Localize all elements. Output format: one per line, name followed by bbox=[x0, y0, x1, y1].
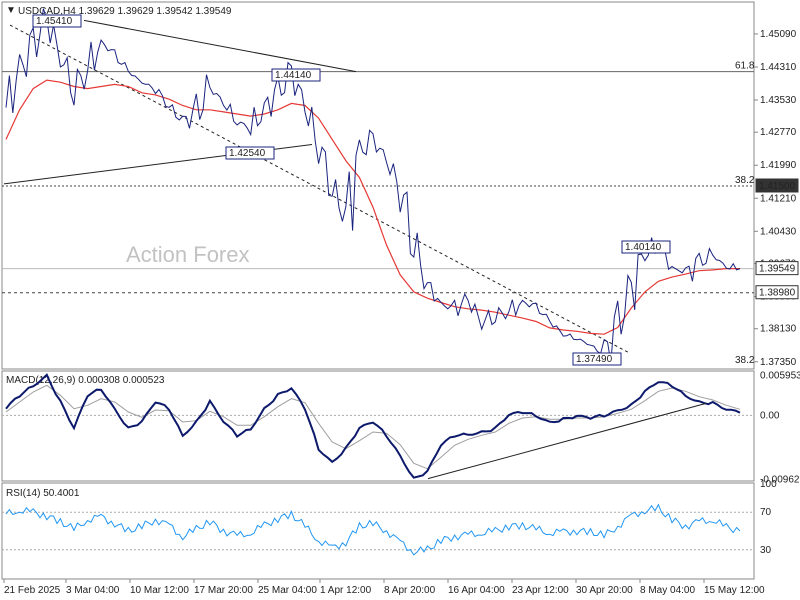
label-high-2: 1.44140 bbox=[275, 70, 312, 81]
rsi-y-tick-label: 100 bbox=[760, 479, 777, 490]
price-y-tick-label: 1.37350 bbox=[760, 357, 797, 368]
x-tick-label: 1 Apr 12:00 bbox=[320, 585, 372, 596]
symbol-header: ▼ USDCAD,H4 1.39629 1.39629 1.39542 1.39… bbox=[6, 5, 232, 17]
x-tick-label: 8 May 04:00 bbox=[640, 585, 695, 596]
macd-main-line bbox=[5, 373, 741, 479]
price-y-tick-label: 1.44310 bbox=[760, 62, 797, 73]
macd-y-tick-label: 0.00 bbox=[760, 410, 780, 421]
label-low-2-box bbox=[572, 352, 622, 366]
x-tick-label: 21 Feb 2025 bbox=[4, 585, 61, 596]
macd-trendline bbox=[427, 402, 707, 480]
price-y-tick-label: 1.41210 bbox=[760, 193, 797, 204]
rsi-panel-frame bbox=[1, 482, 755, 580]
level-1-badge: 1.41500 bbox=[759, 181, 796, 192]
label-high-2-box bbox=[271, 68, 321, 82]
label-high-1: 1.45410 bbox=[36, 16, 73, 27]
macd-y-tick-label: 0.005953 bbox=[760, 371, 800, 382]
x-tick-label: 15 May 12:00 bbox=[704, 585, 765, 596]
moving-average-line bbox=[5, 79, 740, 335]
price-y-tick-label: 1.45090 bbox=[760, 29, 797, 40]
price-y-tick-label: 1.41990 bbox=[760, 160, 797, 171]
x-tick-label: 3 Mar 04:00 bbox=[66, 585, 120, 596]
x-tick-label: 17 Mar 20:00 bbox=[194, 585, 253, 596]
current-price-badge: 1.39549 bbox=[759, 264, 796, 275]
price-y-tick-label: 1.38130 bbox=[760, 324, 797, 335]
macd-y-tick-label: -0.009629 bbox=[760, 475, 800, 486]
rsi-y-tick-label: 70 bbox=[760, 507, 772, 518]
symbol-line: USDCAD,H4 1.39629 1.39629 1.39542 1.3954… bbox=[18, 6, 232, 17]
label-low-1: 1.42540 bbox=[229, 148, 266, 159]
macd-signal-line bbox=[5, 384, 741, 470]
level-2-badge: 1.38980 bbox=[759, 288, 796, 299]
price-y-tick-label: 1.42770 bbox=[760, 127, 797, 138]
label-low-2: 1.37490 bbox=[576, 354, 613, 365]
level-2-badge-box bbox=[755, 285, 799, 300]
dropdown-arrow-icon[interactable]: ▼ bbox=[6, 5, 16, 16]
price-y-tick-label: 1.40430 bbox=[760, 226, 797, 237]
label-high-1-box bbox=[32, 14, 82, 28]
macd-title: MACD(12,26,9) 0.000308 0.000523 bbox=[6, 375, 165, 386]
fib-38-2-upper-label: 38.2 bbox=[735, 175, 755, 186]
x-tick-label: 23 Apr 12:00 bbox=[512, 585, 569, 596]
x-tick-label: 16 Apr 04:00 bbox=[448, 585, 505, 596]
label-high-3: 1.40140 bbox=[625, 242, 662, 253]
rsi-y-tick-label: 30 bbox=[760, 545, 772, 556]
x-tick-label: 8 Apr 20:00 bbox=[384, 585, 436, 596]
level-1-badge-box bbox=[755, 178, 799, 193]
fib-38-2-lower-label: 38.2 bbox=[735, 355, 755, 366]
x-tick-label: 25 Mar 04:00 bbox=[258, 585, 317, 596]
label-high-3-box bbox=[621, 240, 671, 254]
price-y-tick-label: 1.43530 bbox=[760, 95, 797, 106]
label-low-1-box bbox=[225, 146, 275, 160]
price-series-line bbox=[5, 8, 741, 364]
dashed-channel-line bbox=[9, 24, 631, 354]
fib-61-8-label: 61.8 bbox=[735, 61, 755, 72]
x-tick-label: 10 Mar 12:00 bbox=[130, 585, 189, 596]
rsi-series-line bbox=[5, 503, 741, 556]
rsi-title: RSI(14) 50.4001 bbox=[6, 488, 80, 499]
watermark: Action Forex bbox=[126, 242, 250, 267]
current-price-badge-box bbox=[755, 261, 799, 276]
x-tick-label: 30 Apr 20:00 bbox=[576, 585, 633, 596]
upper-trendline bbox=[83, 19, 357, 73]
